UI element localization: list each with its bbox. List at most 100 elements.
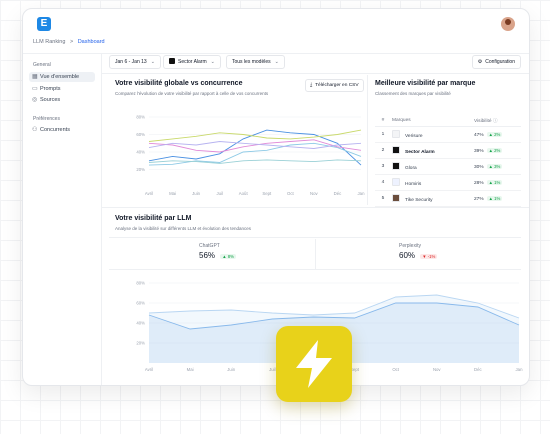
series-line [148, 302, 520, 330]
configuration-button[interactable]: ⚙ Configuration [471, 55, 521, 69]
ranking-brand: Tike Security [405, 198, 433, 203]
date-range-select[interactable]: Jan 6 - Jan 13 ⌄ [109, 55, 161, 69]
date-range-value: Jan 6 - Jan 13 [115, 59, 147, 65]
download-csv-label: Télécharger en CSV [315, 83, 359, 88]
ranking-brand: Verisure [405, 134, 423, 139]
x-tick-label: Déc [474, 367, 482, 372]
ranking-delta-value: 2% [494, 131, 501, 137]
chat-icon: ▭ [32, 86, 38, 92]
ranking-brand-cell: Homiris [391, 174, 473, 191]
ranking-subtitle: Classement des marques par visibilité [375, 91, 451, 96]
llm-delta-chatgpt-value: 8% [227, 254, 234, 259]
panel-divider [367, 75, 368, 205]
visibility-title: Votre visibilité globale vs concurrence [115, 80, 243, 87]
ranking-rank: 3 [375, 158, 391, 175]
llm-value-chatgpt-number: 56% [199, 251, 216, 260]
ranking-visibility-cell: 28% ▲ 1% [473, 174, 521, 191]
ranking-header-row: # Marques Visibilité ⓘ [375, 114, 521, 127]
ranking-rank: 1 [375, 126, 391, 143]
ranking-visibility: 30% [474, 164, 484, 170]
ranking-header-visibility: Visibilité ⓘ [473, 114, 521, 127]
ranking-brand-cell: Glora [391, 158, 473, 175]
y-tick-label: 20% [136, 167, 145, 172]
ranking-brand-cell: Sector Alarm [391, 142, 473, 159]
ranking-title: Meilleure visibilité par marque [375, 80, 476, 87]
breadcrumb-separator: > [69, 39, 74, 45]
x-tick-label: Juin [192, 191, 200, 196]
configuration-label: Configuration [485, 59, 515, 65]
ranking-delta: ▲ 3% [486, 163, 503, 169]
x-tick-label: Mai [187, 367, 194, 372]
series-line [148, 141, 362, 149]
table-row[interactable]: 1 Verisure 47% ▲ 2% [375, 126, 521, 143]
llm-delta-chatgpt: ▲ 8% [220, 254, 236, 259]
table-row[interactable]: 2 Sector Alarm 39% ▲ 2% [375, 142, 521, 159]
y-tick-label: 40% [136, 321, 145, 326]
llm-delta-perplexity: ▼ -1% [420, 254, 438, 259]
llm-delta-perplexity-value: -1% [427, 254, 436, 259]
ranking-delta-value: 1% [494, 179, 501, 185]
series-line [148, 159, 362, 164]
x-tick-label: Nov [433, 367, 441, 372]
series-line [148, 139, 362, 153]
table-row[interactable]: 4 Homiris 28% ▲ 1% [375, 174, 521, 191]
top-bar: E [23, 9, 529, 35]
breadcrumb-root[interactable]: LLM Ranking [33, 39, 66, 45]
breadcrumb-current: Dashboard [77, 39, 105, 45]
download-csv-button[interactable]: ⤓ Télécharger en CSV [305, 79, 364, 92]
sidebar-item-label: Sources [40, 97, 61, 103]
ranking-header-visibility-label: Visibilité [474, 118, 492, 124]
models-value: Tous les modèles [232, 59, 271, 65]
llm-value-perplexity-number: 60% [399, 251, 416, 260]
ranking-table: # Marques Visibilité ⓘ 1 Verisure 47% ▲ 2% 2… [375, 114, 521, 207]
ranking-visibility: 47% [474, 132, 484, 138]
lightning-app-icon [276, 326, 352, 402]
sidebar-section-prefs: Préférences [33, 116, 60, 122]
models-select[interactable]: Tous les modèles ⌄ [226, 55, 285, 69]
download-icon: ⤓ [310, 83, 313, 88]
series-line [148, 129, 362, 166]
sidebar-item-competitors[interactable]: ⚇ Concurrents [29, 125, 95, 135]
x-tick-label: Juin [227, 367, 235, 372]
globe-icon: ◎ [32, 97, 38, 103]
llm-card-divider [315, 239, 316, 269]
x-tick-label: Avril [145, 367, 153, 372]
brand-select[interactable]: Sector Alarm ⌄ [163, 55, 221, 69]
brand-value: Sector Alarm [178, 59, 207, 65]
x-tick-label: Nov [310, 191, 318, 196]
sidebar-item-sources[interactable]: ◎ Sources [29, 95, 95, 105]
llm-value-perplexity: 60% ▼ -1% [399, 251, 438, 260]
ranking-brand: Glora [405, 166, 417, 171]
app-window: E LLM Ranking > Dashboard General ▦ Vue d… [22, 8, 530, 386]
sidebar-item-label: Vue d'ensemble [40, 74, 80, 80]
sidebar: General ▦ Vue d'ensemble ▭ Prompts ◎ Source… [23, 54, 102, 385]
series-line [148, 294, 520, 319]
chevron-down-icon: ⌄ [274, 59, 279, 65]
lightning-bolt-icon [296, 340, 332, 388]
brand-logo-icon [392, 194, 400, 202]
section-divider [101, 207, 529, 208]
breadcrumb: LLM Ranking > Dashboard [33, 39, 105, 45]
llm-cards-bottom-divider [109, 269, 521, 270]
ranking-delta-value: 2% [494, 147, 501, 153]
llm-title: Votre visibilité par LLM [115, 215, 192, 222]
app-logo[interactable]: E [37, 17, 51, 31]
brand-logo-icon [392, 146, 400, 154]
table-row[interactable]: 5 Tike Security 27% ▲ 1% [375, 190, 521, 207]
sidebar-item-prompts[interactable]: ▭ Prompts [29, 84, 95, 94]
avatar[interactable] [501, 17, 515, 31]
y-tick-label: 60% [136, 132, 145, 137]
x-tick-label: Août [239, 191, 249, 196]
chevron-down-icon: ⌄ [150, 59, 155, 65]
ranking-delta-value: 3% [494, 163, 501, 169]
y-tick-label: 80% [136, 281, 145, 286]
ranking-delta: ▲ 2% [486, 131, 503, 137]
ranking-visibility-cell: 39% ▲ 2% [473, 142, 521, 159]
x-tick-label: Juil [269, 367, 275, 372]
visibility-line-chart: 20% 40% 60% 80% Avril Mai Juin Juil Août Sept Oct N… [136, 115, 365, 197]
x-tick-label: Oct [287, 191, 294, 196]
x-tick-label: Jan [516, 367, 523, 372]
table-row[interactable]: 3 Glora 30% ▲ 3% [375, 158, 521, 175]
brand-logo-icon [392, 162, 400, 170]
sidebar-item-overview[interactable]: ▦ Vue d'ensemble [29, 72, 95, 82]
